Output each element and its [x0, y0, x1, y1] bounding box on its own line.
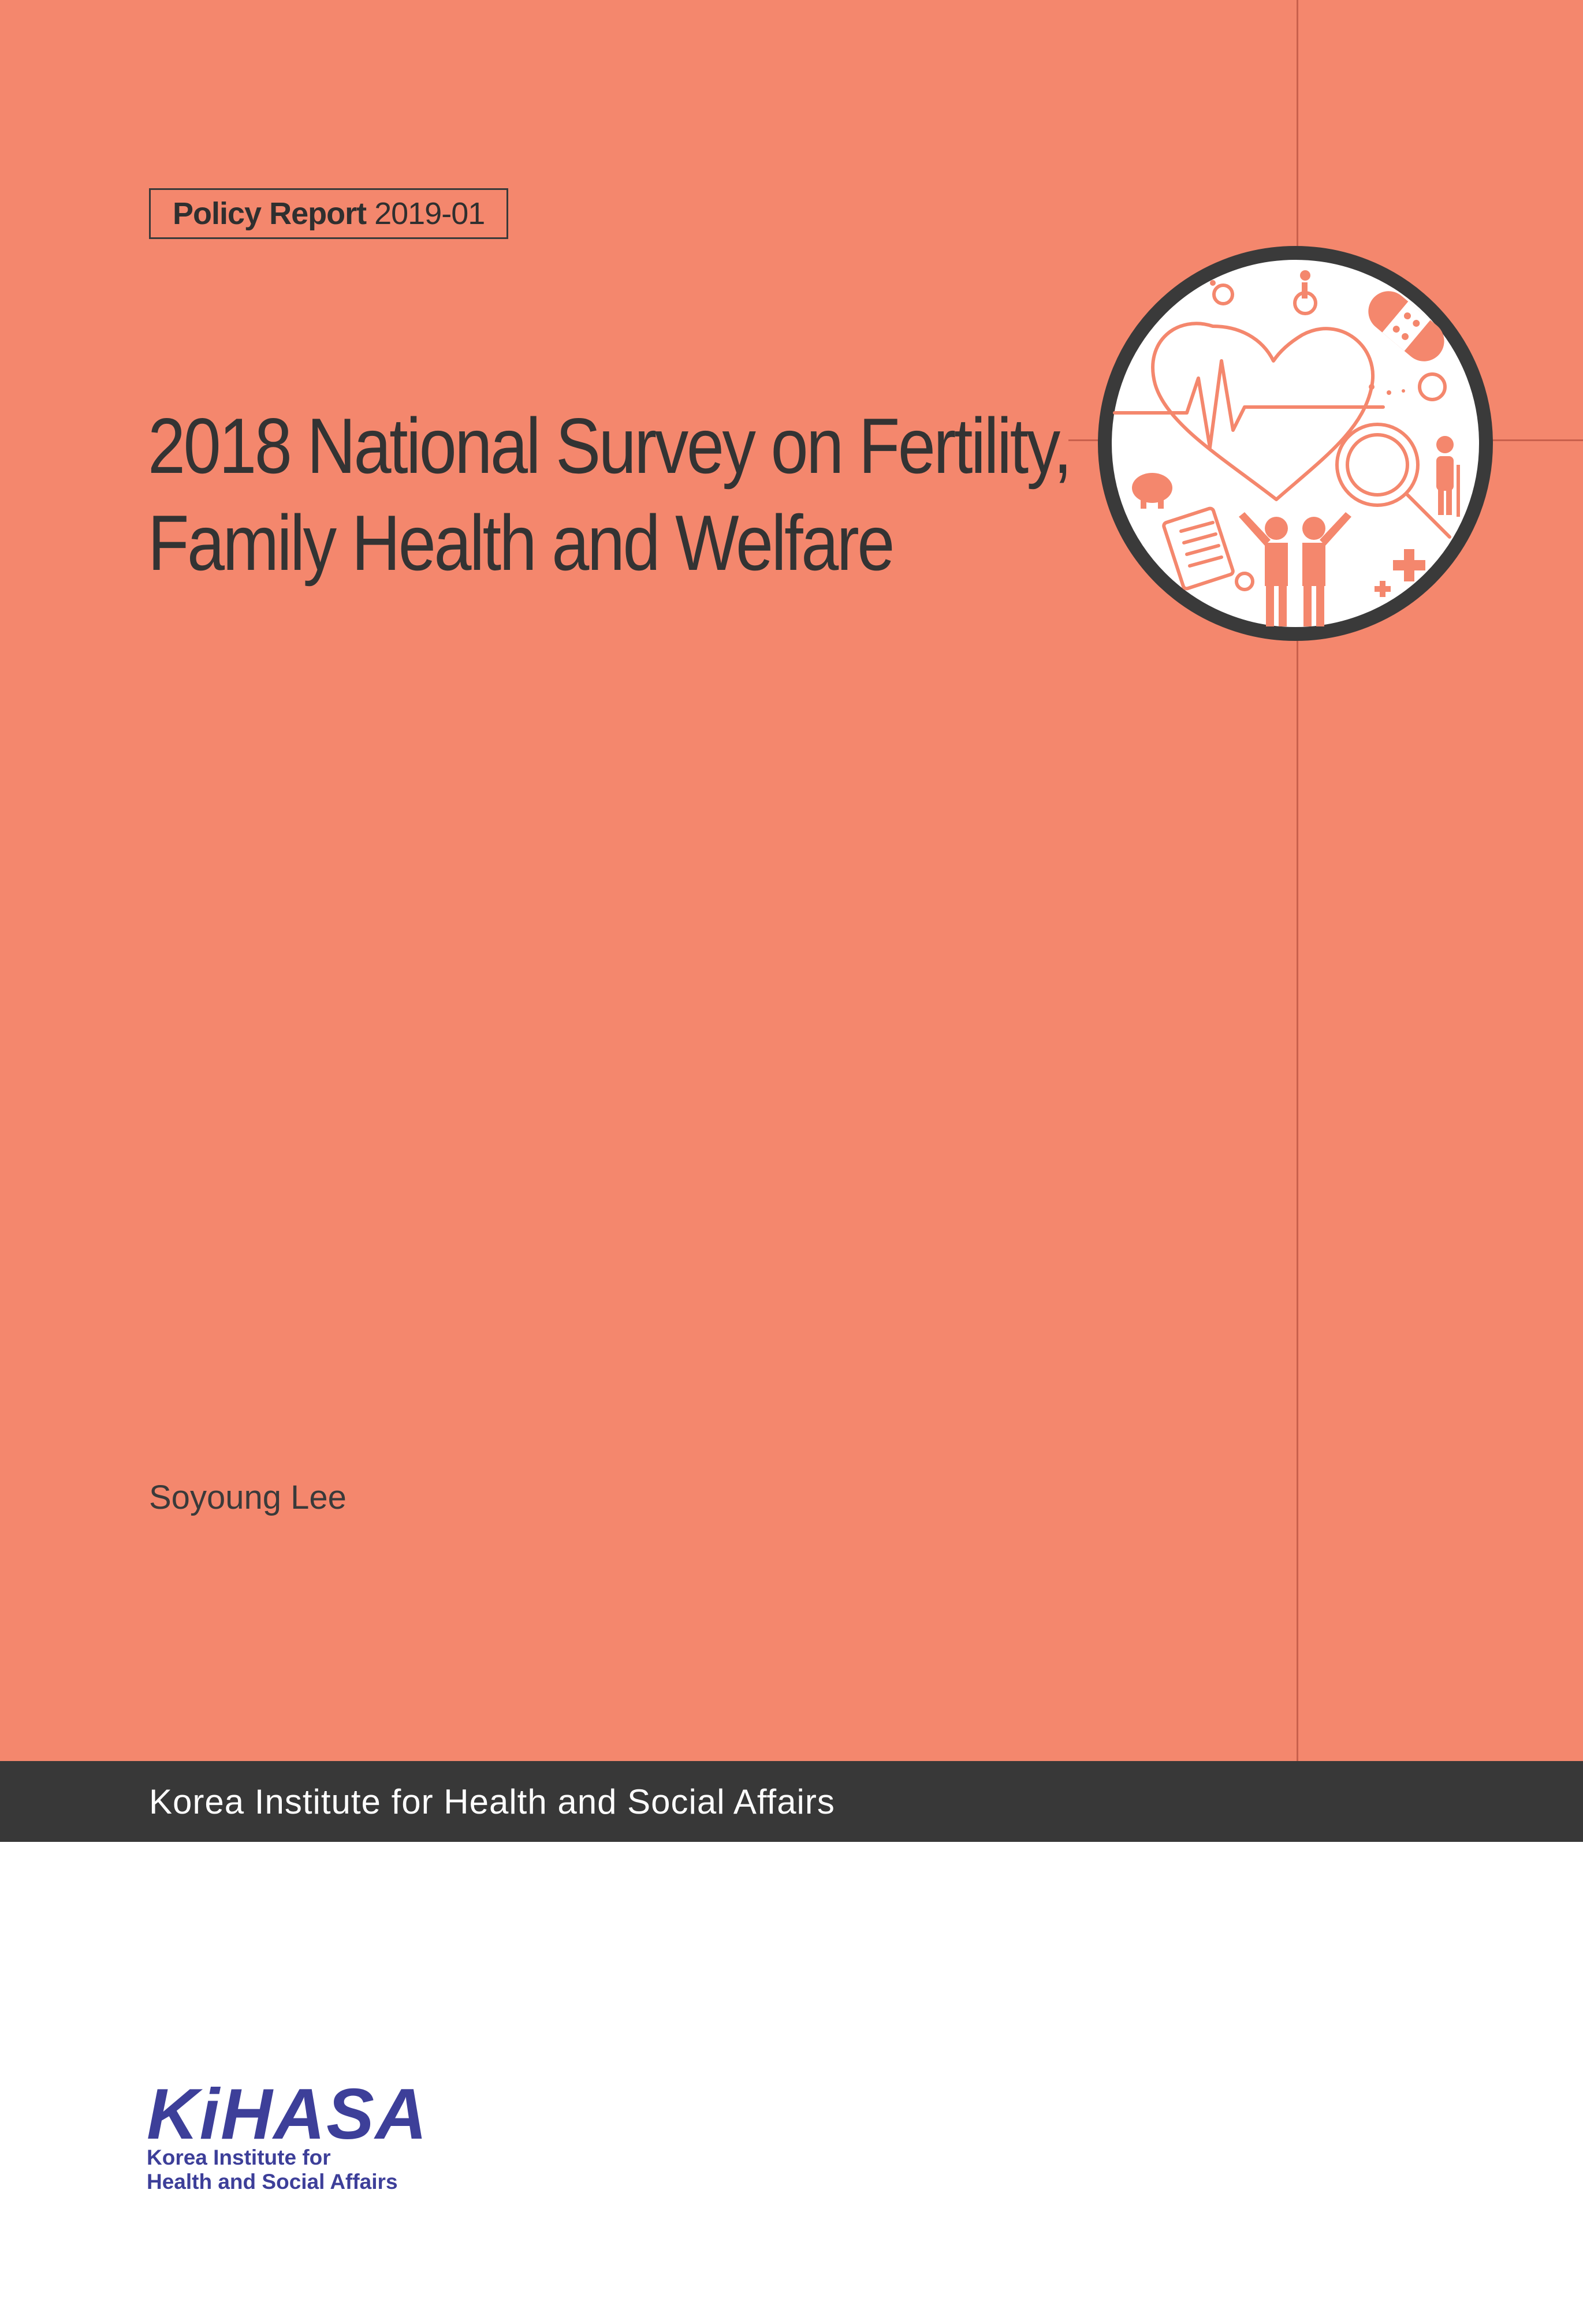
heart-pulse-icon	[1151, 322, 1375, 501]
publisher-name: Korea Institute for Health and Social Af…	[149, 1782, 835, 1821]
vertical-rule	[1297, 0, 1298, 1761]
clipboard-icon	[1162, 506, 1235, 591]
logo-wordmark: KiHASA	[147, 2075, 429, 2154]
series-label-box: Policy Report 2019-01	[149, 188, 509, 239]
report-title: 2018 National Survey on Fertility, Famil…	[148, 397, 1072, 591]
piggy-bank-icon	[1132, 473, 1172, 509]
health-emblem-icon	[1098, 246, 1493, 641]
logo-line-2: Health and Social Affairs	[147, 2170, 398, 2194]
publisher-band: Korea Institute for Health and Social Af…	[0, 1761, 1583, 1842]
kihasa-logo: KiHASA Korea Institute for Health and So…	[147, 2075, 429, 2194]
title-line-1: 2018 National Survey on Fertility,	[148, 402, 1072, 490]
title-line-2: Family Health and Welfare	[148, 499, 895, 587]
bandage-icon	[1368, 291, 1444, 361]
people-icon	[1239, 512, 1351, 626]
magnifier-icon	[1335, 423, 1451, 539]
wheelchair-icon	[1293, 270, 1317, 315]
logo-line-1: Korea Institute for	[147, 2146, 331, 2169]
series-label: Policy Report	[173, 196, 367, 231]
elderly-person-icon	[1436, 436, 1460, 517]
author-name: Soyoung Lee	[149, 1479, 347, 1516]
series-number: 2019-01	[374, 196, 485, 231]
medical-cross-icon	[1375, 549, 1425, 597]
